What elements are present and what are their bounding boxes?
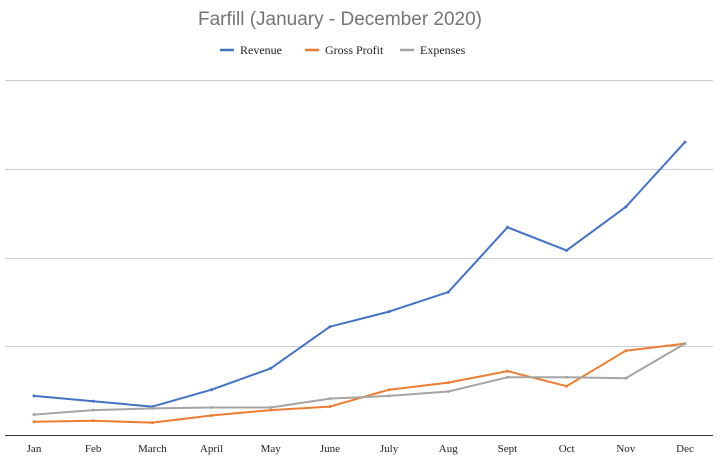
legend-label: Expenses: [420, 43, 466, 57]
series-lines: [32, 140, 687, 425]
gross-profit-point: [32, 420, 36, 424]
revenue-point: [387, 310, 391, 314]
revenue-point: [683, 140, 687, 144]
revenue-point: [32, 394, 36, 398]
expenses-point: [506, 375, 509, 379]
revenue-point: [624, 205, 628, 209]
x-tick-label: Aug: [439, 443, 458, 455]
expenses-point: [624, 376, 628, 380]
gross-profit-point: [446, 381, 450, 385]
gross-profit-point: [150, 421, 154, 425]
legend-item-gross-profit: Gross Profit: [305, 43, 384, 57]
revenue-point: [328, 325, 332, 329]
expenses-point: [150, 406, 154, 410]
x-tick-label: March: [138, 443, 167, 455]
expenses-line: [33, 342, 686, 416]
legend-label: Gross Profit: [325, 43, 384, 57]
x-tick-label: May: [261, 443, 282, 455]
x-tick-label: June: [320, 443, 340, 455]
legend: Revenue Gross Profit Expenses: [220, 43, 466, 57]
gross-profit-point: [210, 414, 213, 417]
gross-profit-point: [565, 384, 569, 388]
gross-profit-point: [269, 408, 273, 412]
gross-profit-point: [91, 419, 95, 423]
legend-item-expenses: Expenses: [400, 43, 466, 57]
x-tick-label: Nov: [616, 443, 635, 455]
gross-profit-point: [387, 388, 391, 392]
expenses-point: [269, 406, 273, 409]
gross-profit-point: [506, 369, 509, 373]
expenses-point: [210, 406, 213, 409]
revenue-point: [269, 366, 273, 370]
x-tick-label: Sept: [498, 443, 518, 455]
revenue-point: [91, 399, 95, 403]
revenue-point: [210, 388, 213, 392]
x-tick-label: April: [200, 443, 223, 455]
legend-label: Revenue: [240, 43, 282, 57]
x-tick-label: Oct: [559, 443, 575, 455]
expenses-point: [683, 342, 687, 346]
expenses-point: [446, 390, 450, 393]
grid: [5, 80, 713, 436]
x-tick-label: Dec: [676, 443, 694, 455]
expenses-point: [328, 397, 332, 401]
expenses-point: [565, 375, 569, 379]
x-axis-ticks: Jan Feb March April May June July Aug Sept Oct Nov…: [27, 443, 694, 455]
revenue-line: [33, 141, 686, 408]
gross-profit-point: [624, 349, 628, 353]
chart-title: Farfill (January - December 2020): [198, 9, 482, 30]
expenses-point: [91, 408, 95, 412]
gross-profit-line: [33, 342, 686, 424]
expenses-point: [32, 413, 36, 417]
revenue-point: [446, 290, 450, 294]
legend-item-revenue: Revenue: [220, 43, 282, 57]
gross-profit-point: [328, 405, 332, 409]
revenue-point: [506, 225, 509, 229]
revenue-point: [565, 248, 569, 252]
x-tick-label: Feb: [85, 443, 102, 455]
x-tick-label: Jan: [27, 443, 42, 455]
x-tick-label: July: [380, 443, 399, 455]
expenses-point: [387, 394, 391, 398]
